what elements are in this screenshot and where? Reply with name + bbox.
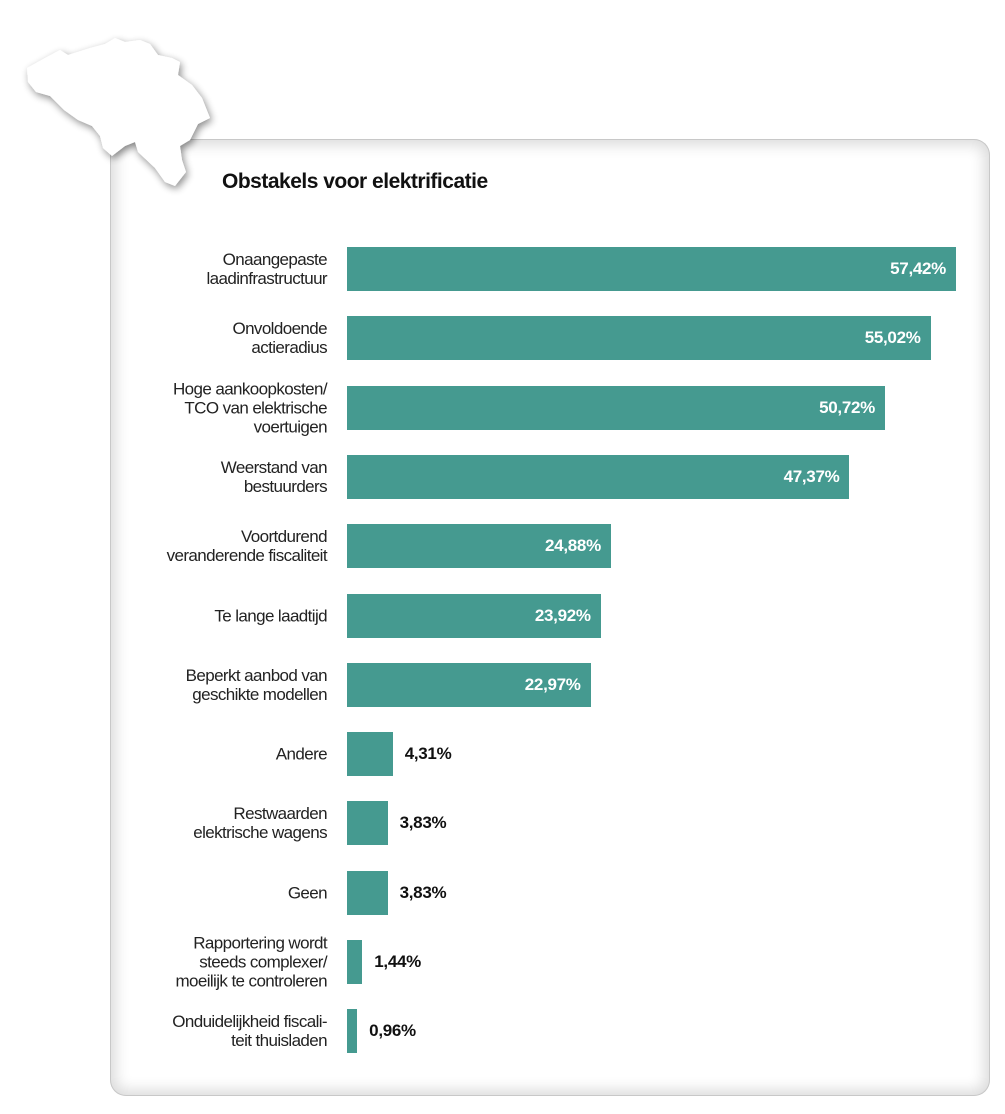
- category-label-line: bestuurders: [243, 476, 328, 496]
- data-label: 50,72%: [819, 397, 875, 417]
- category-label-line: actieradius: [251, 338, 327, 358]
- category-label-line: Geen: [287, 883, 328, 903]
- category-label-line: Weerstand van: [220, 457, 328, 477]
- data-label: 0,96%: [369, 1021, 416, 1041]
- chart-title: Obstakels voor elektrificatie: [222, 170, 488, 193]
- category-label: Onduidelijkheid fiscali-teit thuisladen: [87, 1012, 327, 1050]
- category-label: Restwaarden elektrische wagens: [87, 804, 327, 842]
- bar: [347, 454, 850, 499]
- category-label-line: Voortdurend: [240, 527, 328, 547]
- category-label-line: Restwaarden: [233, 804, 327, 824]
- category-label-line: Beperkt aanbod van: [185, 665, 328, 685]
- data-label: 3,83%: [399, 882, 447, 902]
- category-label: Geen: [87, 883, 328, 903]
- category-label-line: Hoge aankoopkosten/: [172, 379, 328, 399]
- category-label: Te lange laadtijd: [87, 606, 327, 625]
- bar: [347, 662, 591, 707]
- belgium-map-icon: [27, 38, 210, 186]
- category-label-line: voertuigen: [253, 417, 328, 437]
- category-label: Onvoldoende actieradius: [87, 319, 327, 357]
- bar: [347, 1009, 358, 1054]
- category-label: Beperkt aanbod van geschikte modellen: [87, 665, 328, 704]
- category-label-line: moeilijk te controleren: [175, 971, 327, 991]
- bar: [347, 870, 388, 915]
- data-label: 55,02%: [864, 328, 921, 348]
- data-label: 3,83%: [399, 813, 447, 833]
- category-label-line: Onaangepaste: [222, 250, 328, 269]
- data-label: 57,42%: [890, 259, 946, 278]
- bar: [347, 732, 393, 777]
- category-label-line: Te lange laadtijd: [214, 606, 327, 625]
- bar: [347, 801, 388, 846]
- data-label: 24,88%: [545, 536, 601, 556]
- category-label-line: Onvoldoende: [232, 319, 327, 339]
- bar: [347, 385, 885, 430]
- category-label: Rapportering wordt steeds complexer/moeil…: [87, 934, 327, 991]
- category-label-line: steeds complexer/: [199, 952, 327, 972]
- data-label: 1,44%: [374, 952, 421, 971]
- category-label-line: Andere: [275, 744, 328, 764]
- data-label: 4,31%: [404, 744, 452, 764]
- bar: [347, 593, 601, 638]
- category-label: Hoge aankoopkosten/TCO van elektrische vo…: [87, 379, 328, 437]
- data-label: 22,97%: [524, 674, 581, 694]
- data-label: 23,92%: [534, 605, 591, 625]
- category-label: Weerstand van bestuurders: [87, 457, 328, 496]
- category-label: Voortdurend veranderende fiscaliteit: [87, 527, 328, 566]
- bar: [347, 247, 956, 291]
- category-label-line: laadinfrastructuur: [206, 269, 327, 288]
- category-label-line: veranderende fiscaliteit: [166, 546, 328, 566]
- category-label-line: Rapportering wordt: [193, 933, 327, 953]
- category-label-line: teit thuisladen: [231, 1031, 328, 1051]
- data-label: 47,37%: [783, 466, 840, 486]
- category-label-line: elektrische wagens: [193, 823, 327, 843]
- category-label-line: TCO van elektrische: [184, 398, 327, 418]
- category-label: Andere: [87, 744, 328, 764]
- category-label-line: Onduidelijkheid fiscali-: [172, 1012, 327, 1032]
- category-label-line: geschikte modellen: [192, 684, 327, 704]
- category-label: Onaangepaste laadinfrastructuur: [87, 250, 327, 288]
- bar: [347, 524, 611, 569]
- bar: [347, 316, 931, 361]
- bar: [347, 940, 363, 984]
